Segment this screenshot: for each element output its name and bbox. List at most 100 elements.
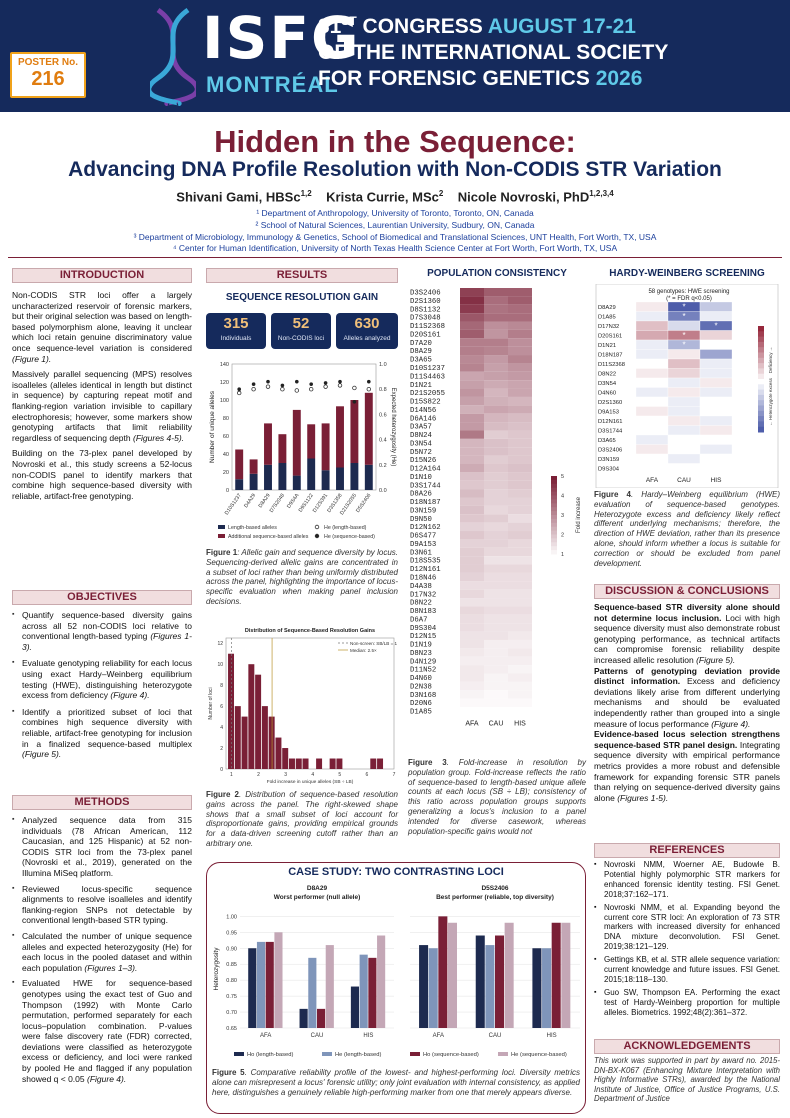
row-label: D8N183 [410, 608, 436, 616]
heatmap-cell [460, 531, 484, 540]
row-label: D9S304 [598, 467, 620, 473]
row-label: D21S2055 [410, 390, 445, 398]
histogram-bar [228, 653, 235, 769]
heatmap-cell [508, 547, 532, 557]
colorbar-tick: 2 [561, 533, 564, 539]
y2-tick-label: 0.8 [379, 387, 387, 393]
congress-dates: AUGUST 17-21 [487, 15, 636, 38]
discussion-heading: DISCUSSION & CONCLUSIONS [594, 584, 780, 599]
heatmap-cell [460, 522, 484, 532]
y-tick-label: 0.65 [226, 1026, 237, 1032]
x-tick-label: 4 [311, 772, 314, 778]
caption-text: . Hardy–Weinberg equilibrium (HWE) evalu… [594, 490, 780, 568]
colorbar-segment [551, 515, 557, 520]
he-length-marker [308, 387, 314, 392]
stat-label: Non-CODIS loci [277, 335, 325, 342]
heatmap-cell [484, 321, 508, 330]
colorbar-segment [551, 487, 557, 493]
heatmap-cell [508, 522, 532, 532]
methods-list: Analyzed sequence data from 315 individu… [12, 815, 192, 1084]
colorbar-segment [758, 341, 764, 348]
heatmap-cell [484, 505, 508, 515]
row-label: D8A26 [410, 491, 432, 499]
row-label: D12N161 [598, 419, 623, 425]
heatmap-cell [460, 497, 484, 506]
heatmap-cell [667, 349, 701, 360]
column-label: HIS [711, 477, 723, 484]
heatmap-cell [667, 377, 701, 388]
colorbar-segment [758, 426, 764, 433]
heatmap-cell [667, 463, 701, 474]
heatmap-cell [508, 614, 532, 624]
heatmap-cell [508, 623, 532, 632]
stat-label: Alleles analyzed [343, 335, 391, 342]
heatmap-cell [484, 388, 508, 397]
heatmap-cell [484, 438, 508, 448]
heatmap-cell [484, 489, 508, 498]
heatmap-cell [508, 690, 532, 699]
intro-p1-ref: (Figure 1). [12, 353, 52, 364]
heatmap-cell [508, 329, 532, 339]
discussion-ref: (Figure 4). [711, 718, 751, 729]
y-tick-label: 8 [220, 683, 223, 689]
legend-swatch [234, 1052, 244, 1056]
heatmap-cell [460, 505, 484, 515]
figure-3-heatmap: D3S2406D2S1360D8S1132D7S3048D11S2368D20S… [410, 288, 582, 727]
bar [256, 941, 266, 1028]
row-label: D9N50 [410, 516, 432, 524]
legend-swatch [322, 1052, 332, 1056]
he-length-marker [280, 387, 285, 392]
colorbar-segment [551, 530, 557, 535]
dna-helix-icon [150, 7, 196, 106]
heatmap-cell [460, 514, 484, 523]
heatmap-cell [635, 320, 669, 331]
heatmap-cell [460, 572, 484, 582]
heatmap-cell [484, 422, 508, 431]
bar [248, 948, 257, 1028]
histogram-bar [370, 758, 377, 769]
heatmap-cell [460, 589, 484, 599]
row-label: D17N32 [410, 591, 436, 599]
he-sequence-marker [251, 382, 256, 386]
heatmap-cell [460, 614, 484, 624]
row-label: D3S2406 [410, 290, 441, 298]
x-tick-label: 7 [393, 772, 396, 778]
heatmap-cell [508, 296, 532, 305]
heatmap-cell [508, 380, 532, 389]
heatmap-cell [635, 349, 669, 360]
author-sup: 1,2 [300, 189, 312, 198]
heatmap-cell [508, 665, 532, 674]
poster-number: 216 [31, 68, 65, 90]
y-tick-label: 2 [220, 746, 223, 752]
row-label: D6A146 [410, 415, 436, 423]
colorbar-segment [551, 522, 557, 528]
objective-ref: (Figures 1-3). [22, 631, 192, 652]
heatmap-cell [635, 368, 669, 379]
colorbar-segment [758, 421, 764, 428]
author-name: Shivani Gami, HBSc [176, 189, 301, 205]
heatmap-cell [460, 296, 484, 305]
heatmap-cell [484, 338, 508, 347]
histogram-bar [234, 706, 241, 769]
heatmap-cell [508, 539, 532, 548]
row-label: D11S2368 [410, 323, 445, 331]
bar [317, 1008, 326, 1028]
row-label: D12N161 [410, 566, 441, 574]
histogram-bar [336, 758, 343, 769]
results-heading: RESULTS [206, 268, 398, 283]
column-label: AFA [646, 477, 659, 484]
heatmap-cell [484, 380, 508, 389]
row-label: D3A65 [598, 438, 616, 444]
heatmap-cell [484, 371, 508, 381]
bar [377, 935, 386, 1028]
heatmap-cell [460, 405, 484, 414]
heatmap-cell [508, 438, 532, 448]
heatmap-cell [508, 648, 532, 657]
colorbar-segment [758, 410, 764, 417]
acknowledgements-text: This work was supported in part by award… [594, 1056, 780, 1103]
heatmap-cell [508, 531, 532, 540]
colorbar-segment [758, 400, 764, 406]
method-text: Evaluated HWE for sequence-based genotyp… [22, 978, 192, 1084]
bar-additional-sequence [235, 449, 244, 480]
bar [308, 957, 317, 1028]
